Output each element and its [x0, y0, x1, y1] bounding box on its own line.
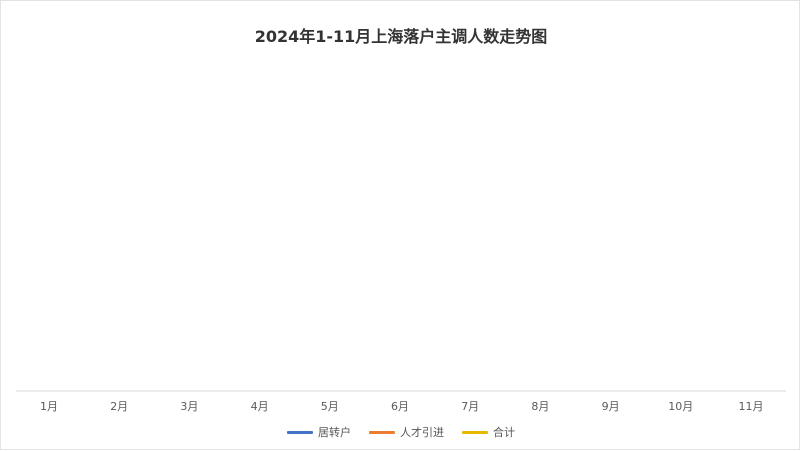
- x-tick-label: 4月: [251, 400, 269, 413]
- legend-swatch: [369, 430, 395, 434]
- x-tick-label: 11月: [739, 400, 764, 413]
- legend-item: 合计: [462, 424, 515, 440]
- chart-legend: 居转户 人才引进 合计: [1, 424, 800, 440]
- legend-label: 人才引进: [400, 426, 444, 439]
- x-tick-label: 6月: [391, 400, 409, 413]
- x-tick-label: 5月: [321, 400, 339, 413]
- x-tick-label: 2月: [110, 400, 128, 413]
- x-tick-label: 1月: [40, 400, 58, 413]
- legend-item: 人才引进: [369, 424, 444, 440]
- legend-swatch: [287, 430, 313, 434]
- x-tick-label: 8月: [531, 400, 549, 413]
- chart-title: 2024年1-11月上海落户主调人数走势图: [254, 27, 548, 46]
- x-tick-label: 7月: [461, 400, 479, 413]
- legend-label: 合计: [493, 426, 515, 439]
- legend-label: 居转户: [318, 426, 351, 439]
- legend-item: 居转户: [287, 424, 351, 440]
- x-tick-label: 10月: [668, 400, 693, 413]
- legend-swatch: [462, 430, 488, 434]
- x-tick-label: 9月: [602, 400, 620, 413]
- x-tick-labels: 1月 2月 3月 4月 5月 6月 7月 8月 9月 10月 11月: [40, 400, 764, 413]
- x-tick-label: 3月: [180, 400, 198, 413]
